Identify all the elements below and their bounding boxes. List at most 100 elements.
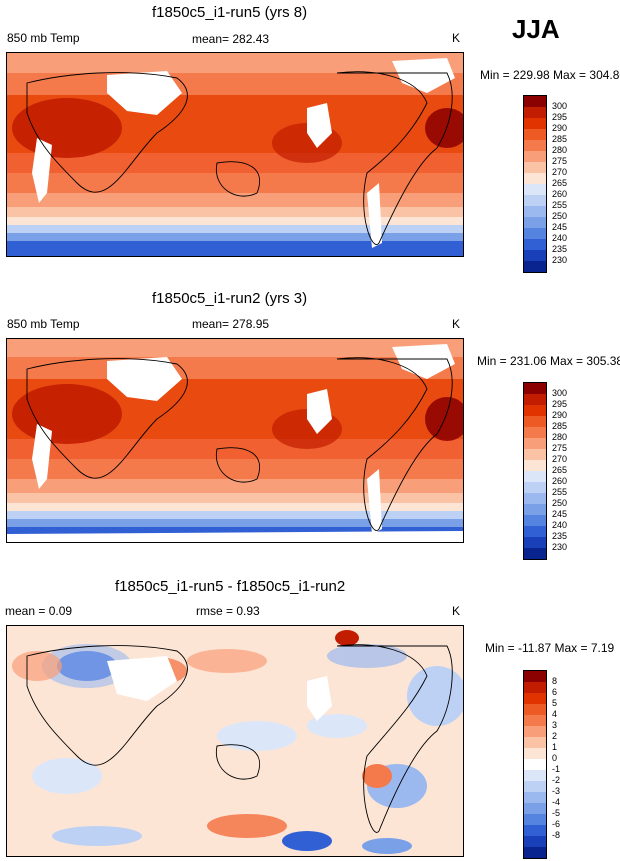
colorbar-tick-label: 285	[552, 421, 568, 431]
colorbar-tick-label: 0	[552, 753, 558, 763]
colorbar-swatch	[524, 704, 546, 715]
panel-2-mean-label: mean= 278.95	[192, 317, 270, 331]
colorbar-tick-label: 255	[552, 487, 568, 497]
colorbar-swatch	[524, 825, 546, 836]
colorbar-tick-label: 260	[552, 476, 568, 486]
panel-2-units: K	[452, 317, 461, 331]
colorbar-swatch	[524, 548, 546, 559]
colorbar-swatch	[524, 726, 546, 737]
colorbar-tick-label: 2	[552, 731, 558, 741]
colorbar-tick-label: -5	[552, 808, 561, 818]
colorbar-swatch	[524, 118, 546, 129]
colorbar-swatch	[524, 217, 546, 228]
colorbar-swatch	[524, 449, 546, 460]
colorbar-swatch	[524, 394, 546, 405]
colorbar-tick-label: 250	[552, 211, 568, 221]
colorbar-swatch	[524, 504, 546, 515]
colorbar-swatch	[524, 847, 546, 858]
panel-1-variable-label: 850 mb Temp	[7, 31, 80, 45]
colorbar-tick-label: 230	[552, 542, 568, 552]
season-label: JJA	[512, 14, 560, 44]
colorbar-swatch	[524, 129, 546, 140]
colorbar-swatch	[524, 383, 546, 394]
colorbar-swatch	[524, 759, 546, 770]
colorbar-tick-label: 255	[552, 200, 568, 210]
colorbar-swatch	[524, 416, 546, 427]
colorbar-tick-label: 235	[552, 244, 568, 254]
colorbar-swatch	[524, 781, 546, 792]
colorbar-swatch	[524, 836, 546, 847]
colorbar-tick-label: 275	[552, 156, 568, 166]
panel-1-map	[6, 52, 464, 257]
colorbar-swatch	[524, 715, 546, 726]
panel-2-colorbar	[523, 382, 547, 560]
colorbar-tick-label: -8	[552, 830, 561, 840]
colorbar-tick-label: 280	[552, 145, 568, 155]
colorbar-swatch	[524, 162, 546, 173]
colorbar-swatch	[524, 250, 546, 261]
colorbar-swatch	[524, 770, 546, 781]
colorbar-swatch	[524, 239, 546, 250]
panel-2-variable-label: 850 mb Temp	[7, 317, 80, 331]
colorbar-tick-label: 245	[552, 222, 568, 232]
colorbar-swatch	[524, 228, 546, 239]
colorbar-swatch	[524, 748, 546, 759]
panel-2-map	[6, 338, 464, 543]
colorbar-swatch	[524, 493, 546, 504]
panel-1-colorbar	[523, 95, 547, 273]
colorbar-tick-label: 260	[552, 189, 568, 199]
colorbar-tick-label: 240	[552, 233, 568, 243]
colorbar-tick-label: 5	[552, 698, 558, 708]
colorbar-tick-label: 250	[552, 498, 568, 508]
colorbar-swatch	[524, 693, 546, 704]
colorbar-tick-label: 275	[552, 443, 568, 453]
colorbar-swatch	[524, 140, 546, 151]
colorbar-swatch	[524, 682, 546, 693]
panel-2-title: f1850c5_i1-run2 (yrs 3)	[152, 290, 308, 307]
colorbar-tick-label: -4	[552, 797, 561, 807]
panel-3-rmse-label: rmse = 0.93	[196, 604, 260, 618]
colorbar-tick-label: 300	[552, 101, 568, 111]
colorbar-swatch	[524, 184, 546, 195]
colorbar-swatch	[524, 107, 546, 118]
colorbar-swatch	[524, 173, 546, 184]
colorbar-swatch	[524, 151, 546, 162]
colorbar-swatch	[524, 482, 546, 493]
panel-3-title: f1850c5_i1-run5 - f1850c5_i1-run2	[115, 578, 346, 595]
panel-1-minmax: Min = 229.98 Max = 304.80	[480, 68, 620, 82]
colorbar-tick-label: 270	[552, 167, 568, 177]
panel-3-minmax: Min = -11.87 Max = 7.19	[485, 641, 615, 655]
colorbar-tick-label: 3	[552, 720, 558, 730]
colorbar-swatch	[524, 438, 546, 449]
colorbar-swatch	[524, 206, 546, 217]
colorbar-tick-label: 270	[552, 454, 568, 464]
colorbar-swatch	[524, 195, 546, 206]
colorbar-tick-label: 235	[552, 531, 568, 541]
colorbar-swatch	[524, 96, 546, 107]
colorbar-tick-label: 8	[552, 676, 558, 686]
colorbar-tick-label: 295	[552, 399, 568, 409]
colorbar-tick-label: 245	[552, 509, 568, 519]
colorbar-swatch	[524, 803, 546, 814]
colorbar-swatch	[524, 671, 546, 682]
colorbar-swatch	[524, 515, 546, 526]
colorbar-tick-label: 230	[552, 255, 568, 265]
colorbar-swatch	[524, 537, 546, 548]
panel-3-units: K	[452, 604, 461, 618]
colorbar-swatch	[524, 737, 546, 748]
panel-1-mean-label: mean= 282.43	[192, 32, 270, 46]
colorbar-swatch	[524, 814, 546, 825]
colorbar-tick-label: 295	[552, 112, 568, 122]
panel-3-colorbar	[523, 670, 547, 859]
colorbar-tick-label: 280	[552, 432, 568, 442]
colorbar-tick-label: 265	[552, 178, 568, 188]
colorbar-tick-label: 300	[552, 388, 568, 398]
colorbar-swatch	[524, 460, 546, 471]
colorbar-swatch	[524, 526, 546, 537]
colorbar-swatch	[524, 261, 546, 272]
panel-3-map	[6, 625, 464, 857]
colorbar-tick-label: 290	[552, 123, 568, 133]
panel-3-mean-label: mean = 0.09	[5, 604, 73, 618]
colorbar-tick-label: 265	[552, 465, 568, 475]
colorbar-tick-label: 285	[552, 134, 568, 144]
